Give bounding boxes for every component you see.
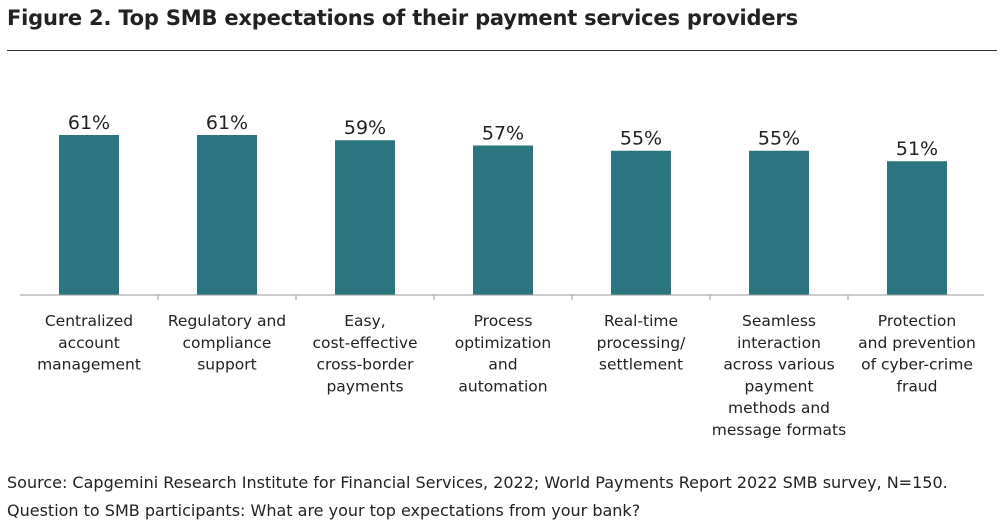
bar-2 <box>197 135 257 295</box>
title-divider <box>7 50 997 51</box>
category-label-4: Process optimization and automation <box>455 312 551 395</box>
category-label-1: Centralized account management <box>37 312 141 374</box>
data-label-6: 55% <box>758 128 800 150</box>
data-label-5: 55% <box>620 128 662 150</box>
chart-title: Figure 2. Top SMB expectations of their … <box>7 6 798 30</box>
category-label-7: Protection and prevention of cyber-crime fr… <box>858 312 976 395</box>
bar-5 <box>611 150 671 295</box>
bar-1 <box>59 135 119 295</box>
data-label-3: 59% <box>344 117 386 139</box>
category-label-5: Real-time processing/settlement <box>597 312 687 374</box>
bar-6 <box>749 150 809 295</box>
category-label-6: Seamless interaction across various payment… <box>712 312 846 439</box>
category-label-2: Regulatory and compliance support <box>168 312 286 374</box>
bar-3 <box>335 140 395 295</box>
data-label-1: 61% <box>68 112 110 134</box>
bar-7 <box>887 161 947 295</box>
bar-4 <box>473 145 533 295</box>
data-label-7: 51% <box>896 138 938 160</box>
data-label-4: 57% <box>482 122 524 144</box>
survey-question-note: Question to SMB participants: What are y… <box>7 501 641 520</box>
category-label-3: Easy, cost-effective cross-border payments <box>312 312 417 395</box>
data-label-2: 61% <box>206 112 248 134</box>
source-note: Source: Capgemini Research Institute for… <box>7 473 948 492</box>
bar-chart: 61% Centralized account management 61% Regula… <box>20 112 984 439</box>
